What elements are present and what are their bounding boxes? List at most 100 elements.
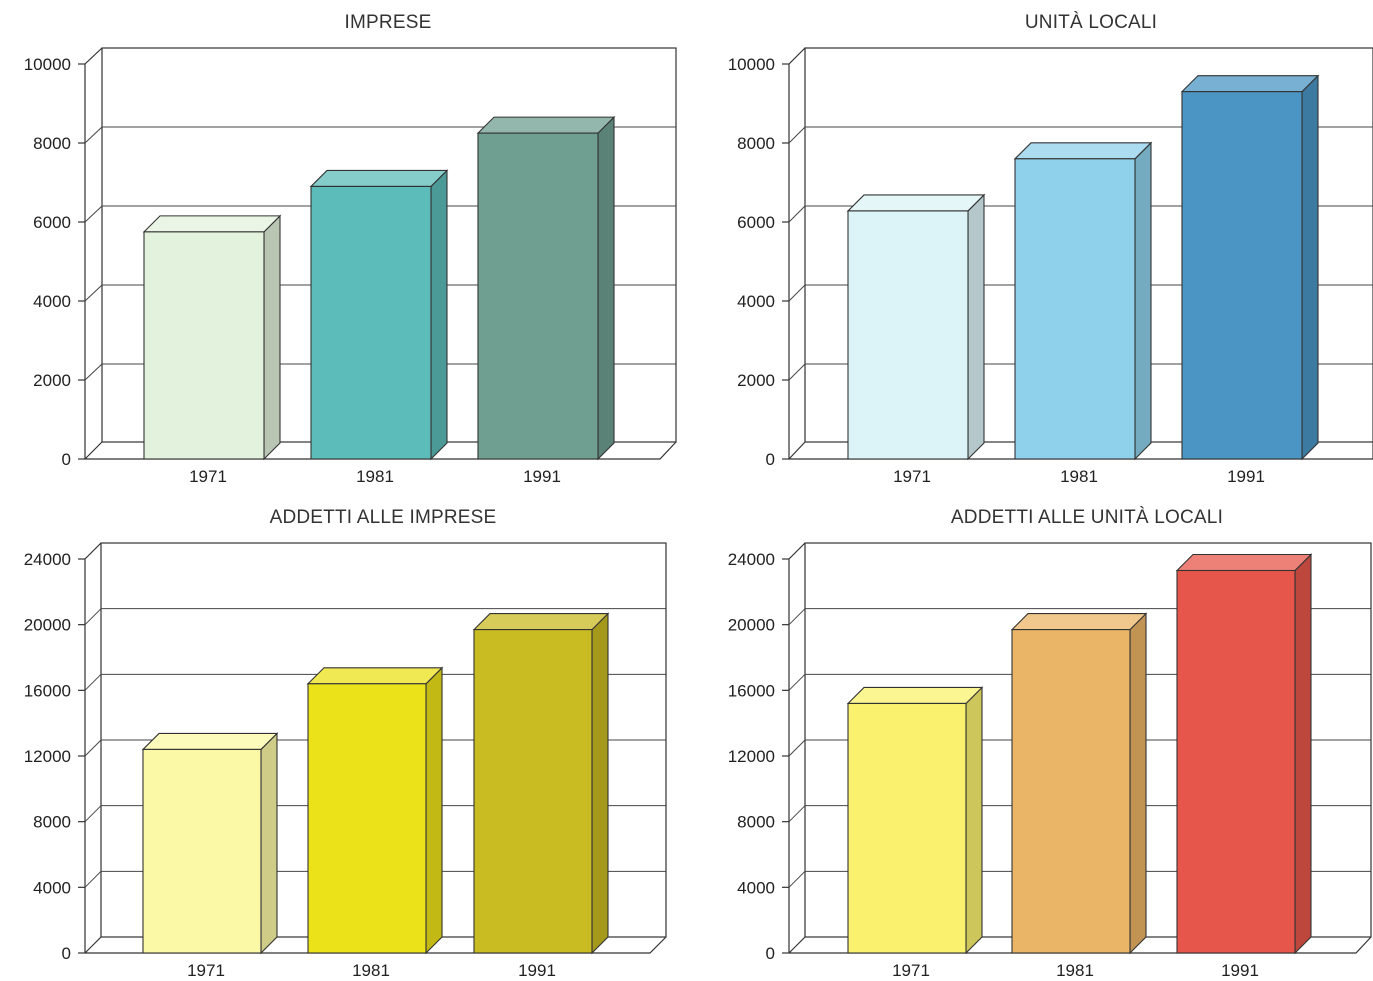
y-tick-label: 2000 [33, 371, 71, 390]
y-tick-label: 4000 [737, 292, 775, 311]
bar-top [1010, 613, 1148, 631]
y-tick-label: 12000 [24, 747, 71, 766]
chart-panel-addetti-unita-locali: ADDETTI ALLE UNITÀ LOCALI 0 4000 8000 12000 1… [686, 495, 1373, 981]
bar-front [1176, 569, 1296, 954]
bar-top [1180, 75, 1320, 93]
bar-front [1181, 91, 1303, 460]
bar-side [597, 115, 615, 461]
x-tick-label: 1991 [518, 961, 556, 980]
y-tick-label: 24000 [728, 550, 775, 569]
x-tick-label: 1971 [187, 961, 225, 980]
chart-addetti-imprese: ADDETTI ALLE IMPRESE 0 4000 8000 12000 16000 2… [24, 507, 667, 980]
chart-imprese: IMPRESE 0 2000 4000 6000 8000 10000 1971 1981 199… [24, 12, 677, 486]
gridline-side [788, 126, 806, 144]
bar-top [472, 613, 610, 631]
bar-front [307, 683, 427, 954]
gridline-side [84, 739, 102, 757]
bar-side [263, 214, 281, 461]
gridline-side [84, 363, 103, 381]
y-tick-label: 10000 [728, 55, 775, 74]
y-tick-label: 20000 [728, 616, 775, 635]
bar-1971 [141, 732, 279, 955]
bar-front [143, 231, 265, 460]
bar-top [309, 169, 449, 187]
bar-1981 [1013, 141, 1153, 461]
y-tick-label: 16000 [24, 681, 71, 700]
bar-1971 [846, 193, 986, 461]
x-tick-label: 1991 [1227, 467, 1265, 486]
x-tick-label: 1971 [893, 467, 931, 486]
bar-side [965, 686, 983, 955]
chart-panel-unita-locali: UNITÀ LOCALI 0 2000 4000 6000 8000 10000 1971 19… [686, 0, 1373, 492]
y-tick-label: 20000 [24, 616, 71, 635]
y-tick-label: 8000 [33, 813, 71, 832]
gridline-side [788, 205, 806, 223]
bar-side [1301, 74, 1319, 461]
bar-top [476, 116, 616, 134]
bar-front [847, 210, 969, 460]
chart-title: ADDETTI ALLE UNITÀ LOCALI [951, 507, 1223, 528]
gridline-side [788, 739, 806, 757]
gridline-side [788, 805, 806, 823]
y-tick-label: 12000 [728, 747, 775, 766]
gridline-side [84, 673, 102, 691]
gridline-side [84, 805, 102, 823]
y-tick-label: 16000 [728, 681, 775, 700]
chart-unita-locali: UNITÀ LOCALI 0 2000 4000 6000 8000 10000 1971 19… [728, 12, 1373, 486]
bar-front [310, 185, 432, 460]
bar-1971 [846, 686, 984, 955]
gridline-side [788, 284, 806, 302]
x-tick-label: 1981 [1056, 961, 1094, 980]
chart-title: IMPRESE [345, 12, 432, 33]
y-tick-label: 10000 [24, 55, 71, 74]
bar-1981 [1010, 612, 1148, 955]
y-tick-label: 4000 [33, 292, 71, 311]
bar-side [1129, 612, 1147, 955]
gridline-side [84, 126, 103, 144]
x-tick-label: 1991 [1221, 961, 1259, 980]
x-tick-label: 1971 [189, 467, 227, 486]
bar-top [306, 667, 444, 685]
chart-panel-imprese: IMPRESE 0 2000 4000 6000 8000 10000 1971 1981 199… [0, 0, 686, 492]
bar-1991 [1175, 553, 1313, 955]
y-tick-label: 8000 [33, 134, 71, 153]
y-tick-label: 0 [62, 944, 71, 963]
y-tick-label: 6000 [737, 213, 775, 232]
y-tick-label: 8000 [737, 813, 775, 832]
x-tick-label: 1981 [352, 961, 390, 980]
gridline-side [84, 870, 102, 888]
bar-top [1013, 142, 1153, 160]
y-tick-label: 4000 [33, 878, 71, 897]
y-tick-label: 0 [62, 450, 71, 469]
bar-side [1294, 553, 1312, 955]
bar-top [846, 686, 984, 705]
bar-1991 [472, 612, 610, 955]
chart-panel-addetti-imprese: ADDETTI ALLE IMPRESE 0 4000 8000 12000 16000 2… [0, 495, 686, 981]
x-tick-label: 1971 [892, 961, 930, 980]
bar-front [1011, 629, 1131, 954]
bar-1981 [306, 666, 444, 955]
gridline-side [788, 673, 806, 691]
gridline-side [788, 870, 806, 888]
gridline-side [84, 284, 103, 302]
bar-1971 [142, 214, 282, 461]
bar-side [967, 193, 985, 461]
y-tick-label: 0 [766, 450, 775, 469]
bar-top [141, 732, 279, 750]
bar-side [1134, 141, 1152, 461]
y-tick-label: 24000 [24, 550, 71, 569]
chart-title: UNITÀ LOCALI [1025, 12, 1157, 33]
bar-front [477, 132, 599, 460]
x-tick-label: 1991 [523, 467, 561, 486]
bar-side [425, 666, 443, 955]
bar-side [591, 612, 609, 955]
y-tick-label: 8000 [737, 134, 775, 153]
gridline-side [788, 363, 806, 381]
bar-1991 [1180, 74, 1320, 461]
bar-side [430, 169, 448, 461]
gridline-side [84, 205, 103, 223]
bar-side [260, 732, 278, 955]
bar-top [142, 215, 282, 233]
chart-addetti-unita-locali: ADDETTI ALLE UNITÀ LOCALI 0 4000 8000 12000 1… [728, 507, 1372, 980]
y-tick-label: 6000 [33, 213, 71, 232]
